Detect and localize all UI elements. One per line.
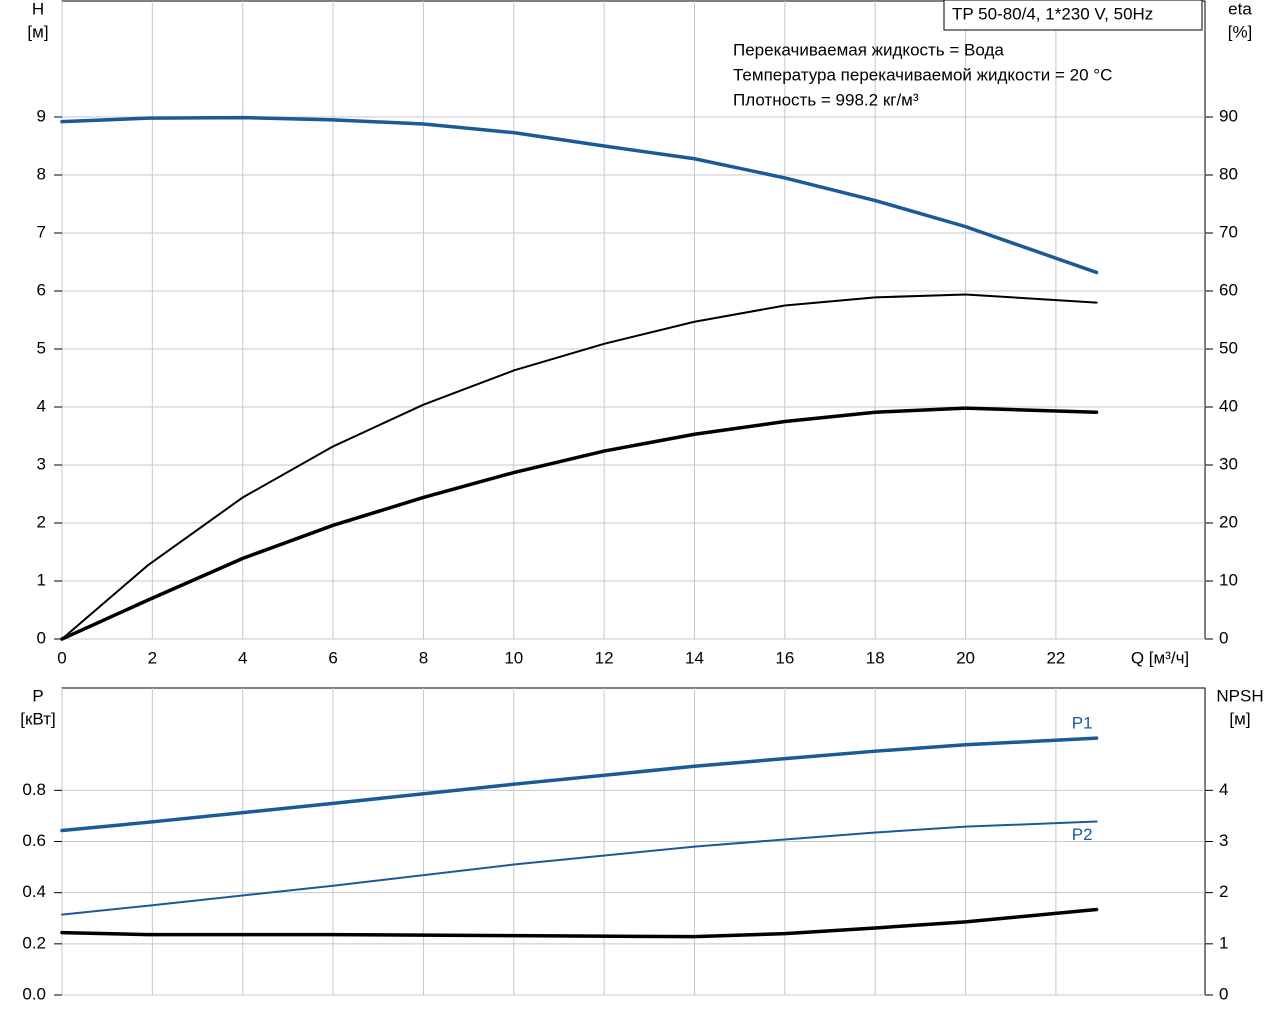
x-tick-label: 20 xyxy=(956,648,975,667)
x-tick-label: 8 xyxy=(419,648,428,667)
y2-axis-label: [м] xyxy=(1229,709,1250,728)
y-tick-label: 0 xyxy=(37,628,46,647)
y-tick-label: 0.0 xyxy=(22,984,46,1003)
x-axis-label: Q [м³/ч] xyxy=(1131,648,1189,667)
x-tick-label: 18 xyxy=(866,648,885,667)
y2-tick-label: 0 xyxy=(1219,984,1228,1003)
y-tick-label: 2 xyxy=(37,512,46,531)
x-tick-label: 0 xyxy=(57,648,66,667)
x-tick-label: 16 xyxy=(775,648,794,667)
y2-tick-label: 70 xyxy=(1219,222,1238,241)
y2-tick-label: 10 xyxy=(1219,570,1238,589)
curve xyxy=(61,293,1098,640)
curve xyxy=(60,406,1099,641)
y-axis-label: [м] xyxy=(27,22,48,41)
y2-tick-label: 20 xyxy=(1219,512,1238,531)
y2-axis-label: [%] xyxy=(1228,22,1253,41)
series-label: P2 xyxy=(1072,825,1093,844)
y2-tick-label: 80 xyxy=(1219,164,1238,183)
y-tick-label: 0.2 xyxy=(22,933,46,952)
y2-tick-label: 90 xyxy=(1219,106,1238,125)
y2-tick-label: 2 xyxy=(1219,882,1228,901)
curve xyxy=(60,115,1099,275)
y-tick-label: 6 xyxy=(37,280,46,299)
series-label: P1 xyxy=(1072,714,1093,733)
y2-tick-label: 60 xyxy=(1219,280,1238,299)
x-tick-label: 2 xyxy=(148,648,157,667)
curve xyxy=(60,736,1099,833)
y-tick-label: 7 xyxy=(37,222,46,241)
annotation: Плотность = 998.2 кг/м³ xyxy=(733,90,919,109)
y-tick-label: 4 xyxy=(37,396,46,415)
x-tick-label: 4 xyxy=(238,648,247,667)
y2-tick-label: 0 xyxy=(1219,628,1228,647)
x-tick-label: 6 xyxy=(328,648,337,667)
y-tick-label: 8 xyxy=(37,164,46,183)
y-axis-label: [кВт] xyxy=(20,709,55,728)
x-tick-label: 14 xyxy=(685,648,704,667)
y2-tick-label: 1 xyxy=(1219,933,1228,952)
curve xyxy=(60,907,1099,939)
y2-axis-label: eta xyxy=(1228,0,1252,18)
y-tick-label: 3 xyxy=(37,454,46,473)
title-box xyxy=(943,0,1203,31)
y2-tick-label: 4 xyxy=(1219,780,1228,799)
y2-axis-label: NPSH xyxy=(1216,686,1263,705)
y-axis-label: H xyxy=(32,0,44,18)
y-tick-label: 1 xyxy=(37,570,46,589)
annotation: Температура перекачиваемой жидкости = 20… xyxy=(733,65,1112,84)
plot-frame xyxy=(61,0,1206,640)
x-tick-label: 12 xyxy=(595,648,614,667)
y-tick-label: 0.4 xyxy=(22,882,46,901)
y-tick-label: 0.6 xyxy=(22,831,46,850)
curve xyxy=(61,820,1098,916)
y2-tick-label: 30 xyxy=(1219,454,1238,473)
y-tick-label: 9 xyxy=(37,106,46,125)
x-tick-label: 10 xyxy=(504,648,523,667)
y2-tick-label: 50 xyxy=(1219,338,1238,357)
chart-title: TP 50-80/4, 1*230 V, 50Hz xyxy=(952,4,1153,23)
y-tick-label: 5 xyxy=(37,338,46,357)
y-tick-label: 0.8 xyxy=(22,780,46,799)
annotation: Перекачиваемая жидкость = Вода xyxy=(733,40,1004,59)
x-tick-label: 22 xyxy=(1046,648,1065,667)
y2-tick-label: 40 xyxy=(1219,396,1238,415)
y2-tick-label: 3 xyxy=(1219,831,1228,850)
y-axis-label: P xyxy=(32,686,43,705)
